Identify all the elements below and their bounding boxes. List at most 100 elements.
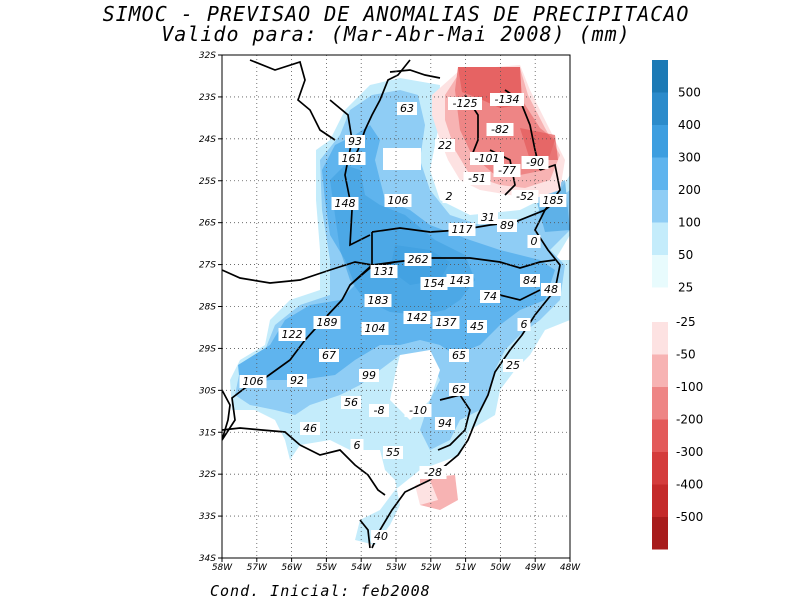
colorbar-swatch-negative [652, 517, 668, 550]
value-label: 6 [521, 318, 528, 331]
value-label-bg [341, 396, 361, 409]
colorbar-label: -100 [676, 380, 703, 394]
value-label-bg [371, 530, 391, 543]
value-label-bg [345, 135, 365, 148]
value-label: -77 [498, 164, 516, 177]
value-label: 262 [408, 253, 429, 266]
lat-label-0: 32S [199, 51, 216, 61]
value-label-bg [511, 190, 539, 203]
value-label-bg [331, 197, 359, 210]
longitude-labels: 58W 57W 56W 55W 54W 53W 52W 51W 50W 49W 48W [212, 558, 581, 573]
value-label: 183 [368, 294, 389, 307]
value-label: -90 [526, 156, 544, 169]
value-label: 148 [335, 197, 356, 210]
value-label: -134 [495, 93, 520, 106]
value-label-bg [539, 194, 567, 207]
colorbar-label: 100 [678, 216, 701, 230]
value-label-bg [527, 235, 541, 248]
value-label: 22 [438, 139, 452, 152]
value-label-bg [384, 194, 412, 207]
value-label: -10 [409, 404, 427, 417]
value-label-bg [497, 219, 517, 232]
colorbar-label: -500 [676, 510, 703, 524]
colorbar-swatch-positive [652, 125, 668, 158]
value-label-bg [319, 349, 339, 362]
lon-label-3: 55W [316, 563, 337, 573]
value-label: 93 [348, 135, 362, 148]
value-label-bg [313, 316, 341, 329]
value-label-bg [403, 311, 431, 324]
colorbar-label: 500 [678, 86, 701, 100]
lon-label-9: 49W [525, 563, 546, 573]
value-label-bg [420, 277, 448, 290]
value-label-bg [449, 349, 469, 362]
value-label: 189 [317, 316, 338, 329]
lon-label-10: 48W [560, 563, 581, 573]
colorbar: 500 400 300 200 100 50 25 -25 -50 -100 -200 -300 -40… [652, 60, 703, 550]
value-label-bg [493, 164, 521, 177]
value-label: 25 [506, 359, 520, 372]
value-label: 67 [322, 349, 336, 362]
colorbar-label: 50 [678, 248, 693, 262]
lat-label-11: 33S [199, 512, 216, 522]
value-label-bg [442, 190, 456, 203]
value-label-bg [287, 374, 307, 387]
lat-label-12: 34S [199, 554, 216, 564]
value-label-bg [278, 328, 306, 341]
colorbar-label: -300 [676, 445, 703, 459]
value-label: 6 [354, 439, 361, 452]
value-label: -101 [475, 152, 500, 165]
value-label: 55 [386, 446, 400, 459]
value-label-bg [470, 152, 504, 165]
value-label: 185 [543, 194, 564, 207]
value-label: 89 [500, 219, 514, 232]
lon-label-0: 58W [212, 563, 233, 573]
lon-label-1: 57W [247, 563, 268, 573]
no-anomaly-area [390, 350, 440, 420]
value-label: 131 [374, 265, 395, 278]
value-label: 99 [362, 369, 376, 382]
value-label: 84 [523, 274, 537, 287]
no-anomaly-patch [383, 148, 421, 170]
value-label: 46 [303, 422, 317, 435]
colorbar-swatch-negative [652, 452, 668, 485]
value-label-bg [478, 211, 498, 224]
value-label-bg [449, 383, 469, 396]
colorbar-swatch-negative [652, 322, 668, 355]
lat-label-9: 31S [199, 428, 216, 438]
colorbar-label: 300 [678, 151, 701, 165]
value-label-bg [517, 318, 531, 331]
colorbar-label: 400 [678, 118, 701, 132]
value-label-bg [448, 97, 482, 110]
lon-label-2: 56W [281, 563, 302, 573]
lat-label-6: 28S [199, 303, 216, 313]
value-label-bg [520, 274, 540, 287]
value-label-bg [383, 446, 403, 459]
value-label-bg [490, 93, 524, 106]
lat-label-10: 32S [199, 470, 216, 480]
value-label: 122 [282, 328, 303, 341]
colorbar-label: 25 [678, 281, 693, 295]
lat-label-4: 26S [199, 219, 216, 229]
latitude-labels: 32S 23S 24S 25S 26S 27S 28S 29S 30S 31S 32S 33S 34S [199, 51, 222, 564]
value-label-bg [404, 404, 432, 417]
lon-label-6: 52W [421, 563, 442, 573]
value-label: 56 [344, 396, 358, 409]
value-label-bg [467, 320, 487, 333]
chart-subtitle: Valido para: (Mar-Abr-Mai 2008) (mm) [161, 22, 631, 46]
value-label: 104 [365, 322, 386, 335]
value-label: 137 [436, 316, 457, 329]
anomaly-area-neg-200b [520, 128, 558, 160]
value-label: 106 [243, 375, 264, 388]
colorbar-swatch-positive [652, 222, 668, 255]
value-label: 154 [424, 277, 445, 290]
value-label-bg [541, 283, 561, 296]
lat-label-5: 27S [199, 261, 216, 271]
value-label: 31 [481, 211, 495, 224]
initial-condition-label: Cond. Inicial: feb2008 [210, 582, 431, 600]
colorbar-label: -200 [676, 413, 703, 427]
value-label-bg [338, 152, 366, 165]
value-label: 0 [531, 235, 538, 248]
colorbar-swatch-negative [652, 387, 668, 420]
